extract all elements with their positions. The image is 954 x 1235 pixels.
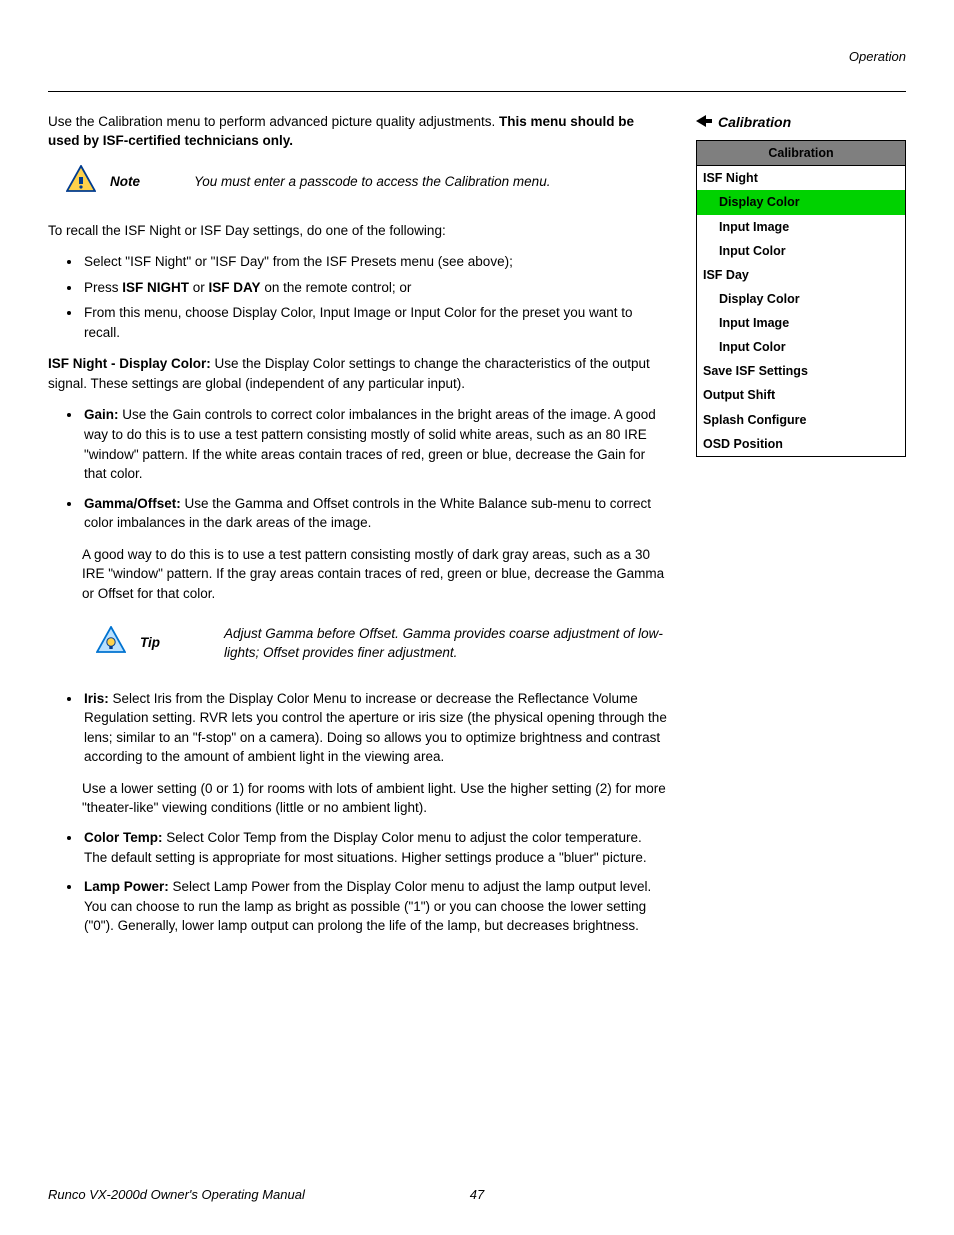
note-callout: Note You must enter a passcode to access…	[66, 165, 668, 199]
gamma-para2: A good way to do this is to use a test p…	[82, 545, 668, 604]
iris-heading: Iris:	[84, 691, 113, 706]
menu-item: Input Image	[697, 311, 905, 335]
colortemp-heading: Color Temp:	[84, 830, 166, 845]
recall-item-1: Select "ISF Night" or "ISF Day" from the…	[82, 252, 668, 272]
lamppower-heading: Lamp Power:	[84, 879, 173, 894]
note-icon	[66, 165, 96, 199]
menu-item: Splash Configure	[697, 408, 905, 432]
gamma-item: Gamma/Offset: Use the Gamma and Offset c…	[82, 494, 668, 533]
section-header: Operation	[48, 48, 906, 67]
tip-text: Adjust Gamma before Offset. Gamma provid…	[190, 624, 668, 663]
menu-item: ISF Day	[697, 263, 905, 287]
menu-item: Display Color	[697, 190, 905, 214]
intro-lead: Use the Calibration menu to perform adva…	[48, 114, 499, 129]
recall-lead: To recall the ISF Night or ISF Day setti…	[48, 221, 668, 241]
menu-item: Output Shift	[697, 383, 905, 407]
gain-heading: Gain:	[84, 407, 122, 422]
page-footer: Runco VX-2000d Owner's Operating Manual …	[48, 1186, 906, 1205]
recall-b2c: or	[189, 280, 209, 295]
arrow-left-icon	[696, 112, 712, 132]
header-rule	[48, 91, 906, 92]
settings-list-2: Iris: Select Iris from the Display Color…	[48, 689, 668, 767]
settings-list-1: Gain: Use the Gain controls to correct c…	[48, 405, 668, 532]
recall-list: Select "ISF Night" or "ISF Day" from the…	[48, 252, 668, 342]
menu-item: ISF Night	[697, 166, 905, 190]
colortemp-item: Color Temp: Select Color Temp from the D…	[82, 828, 668, 867]
isf-night-heading: ISF Night - Display Color:	[48, 356, 215, 371]
gain-item: Gain: Use the Gain controls to correct c…	[82, 405, 668, 483]
side-column: Calibration Calibration ISF NightDisplay…	[696, 112, 906, 948]
menu-item: OSD Position	[697, 432, 905, 456]
side-heading: Calibration	[696, 112, 906, 132]
recall-item-2: Press ISF NIGHT or ISF DAY on the remote…	[82, 278, 668, 298]
intro-paragraph: Use the Calibration menu to perform adva…	[48, 112, 668, 151]
gain-text: Use the Gain controls to correct color i…	[84, 407, 656, 481]
colortemp-text: Select Color Temp from the Display Color…	[84, 830, 647, 865]
tip-icon	[96, 626, 126, 660]
recall-b2d: on the remote control; or	[261, 280, 412, 295]
menu-item: Input Image	[697, 215, 905, 239]
menu-title: Calibration	[697, 141, 905, 166]
iris-para2: Use a lower setting (0 or 1) for rooms w…	[82, 779, 668, 818]
footer-page: 47	[470, 1186, 484, 1205]
tip-label: Tip	[140, 633, 176, 653]
recall-b2b1: ISF NIGHT	[122, 280, 189, 295]
menu-item: Input Color	[697, 239, 905, 263]
main-column: Use the Calibration menu to perform adva…	[48, 112, 668, 948]
isf-night-para: ISF Night - Display Color: Use the Displ…	[48, 354, 668, 393]
settings-list-3: Color Temp: Select Color Temp from the D…	[48, 828, 668, 936]
menu-item: Input Color	[697, 335, 905, 359]
gamma-heading: Gamma/Offset:	[84, 496, 185, 511]
side-heading-text: Calibration	[718, 112, 791, 132]
menu-item: Display Color	[697, 287, 905, 311]
footer-title: Runco VX-2000d Owner's Operating Manual	[48, 1186, 305, 1205]
note-text: You must enter a passcode to access the …	[160, 172, 668, 192]
recall-b2b2: ISF DAY	[209, 280, 261, 295]
tip-callout: Tip Adjust Gamma before Offset. Gamma pr…	[96, 624, 668, 663]
recall-item-3: From this menu, choose Display Color, In…	[82, 303, 668, 342]
calibration-menu: Calibration ISF NightDisplay ColorInput …	[696, 140, 906, 457]
note-label: Note	[110, 172, 146, 192]
recall-b2a: Press	[84, 280, 122, 295]
iris-text: Select Iris from the Display Color Menu …	[84, 691, 667, 765]
lamppower-item: Lamp Power: Select Lamp Power from the D…	[82, 877, 668, 936]
menu-item: Save ISF Settings	[697, 359, 905, 383]
iris-item: Iris: Select Iris from the Display Color…	[82, 689, 668, 767]
